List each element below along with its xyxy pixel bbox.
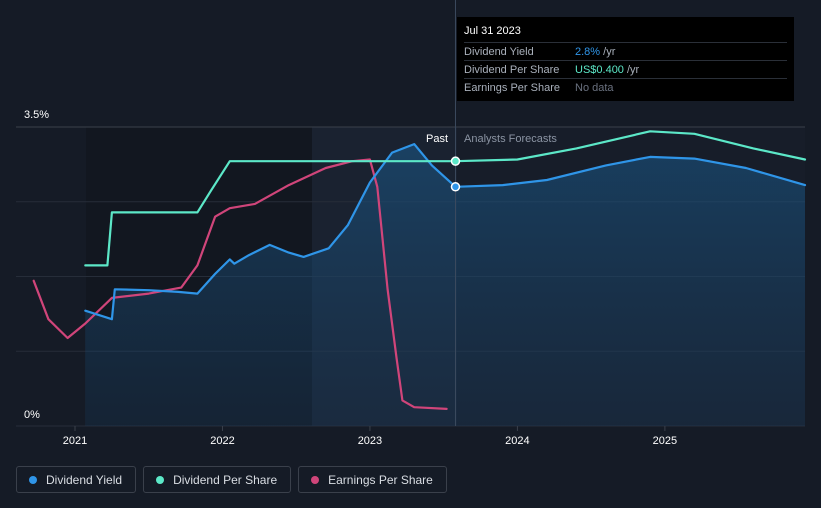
- tooltip-row-dps: Dividend Per Share US$0.400 /yr: [464, 60, 787, 78]
- dividend-yield-line: [84, 143, 807, 321]
- legend-item-earnings-per-share[interactable]: Earnings Per Share: [298, 466, 447, 493]
- tooltip-unit: /yr: [623, 63, 640, 76]
- x-axis-ticks: 2021 2022 2023 2024 2025: [63, 426, 677, 447]
- series-lines: [32, 130, 807, 410]
- tooltip-date: Jul 31 2023: [464, 25, 521, 37]
- tooltip-value: 2.8%: [575, 45, 601, 58]
- x-tick-label: 2024: [505, 435, 529, 447]
- legend-item-dividend-yield[interactable]: Dividend Yield: [16, 466, 137, 493]
- legend-dot-icon: [311, 475, 320, 484]
- legend-dot-icon: [29, 475, 37, 484]
- tooltip-label: Dividend Yield: [464, 45, 534, 58]
- legend-label: Dividend Yield: [46, 472, 123, 487]
- tooltip-label: Earnings Per Share: [464, 81, 560, 94]
- past-label: Past: [426, 133, 448, 145]
- legend-label: Earnings Per Share: [328, 472, 433, 487]
- x-tick-label: 2022: [210, 435, 234, 447]
- tooltip-value: No data: [575, 81, 614, 94]
- x-tick-label: 2021: [63, 435, 87, 447]
- dividend-chart: 2021 2022 2023 2024 2025 3.5% 0% Past Analys…: [16, 0, 807, 447]
- tooltip-label: Dividend Per Share: [464, 63, 560, 76]
- tooltip-value: US$0.400: [575, 63, 624, 76]
- legend: Dividend Yield Dividend Per Share Earnin…: [16, 466, 447, 493]
- dividend-yield-area: [85, 144, 806, 426]
- highlight-markers: [450, 156, 461, 192]
- dividend-yield-marker: [450, 182, 461, 192]
- y-tick-label-top: 3.5%: [24, 109, 49, 121]
- tooltip-row-eps: Earnings Per Share No data: [464, 78, 787, 96]
- dividend-per-share-line: [84, 130, 807, 267]
- legend-item-dividend-per-share[interactable]: Dividend Per Share: [143, 466, 292, 493]
- tooltip-row-yield: Dividend Yield 2.8% /yr: [464, 42, 787, 60]
- tooltip: Jul 31 2023 Dividend Yield 2.8% /yr Divi…: [457, 17, 794, 101]
- legend-label: Dividend Per Share: [173, 472, 278, 487]
- x-tick-label: 2023: [358, 435, 382, 447]
- earnings-per-share-line: [32, 158, 448, 410]
- y-tick-label-bottom: 0%: [24, 409, 40, 421]
- tooltip-unit: /yr: [600, 45, 616, 58]
- legend-dot-icon: [156, 475, 165, 484]
- dividend-per-share-marker: [450, 156, 461, 166]
- forecast-label: Analysts Forecasts: [464, 133, 557, 145]
- x-tick-label: 2025: [653, 435, 677, 447]
